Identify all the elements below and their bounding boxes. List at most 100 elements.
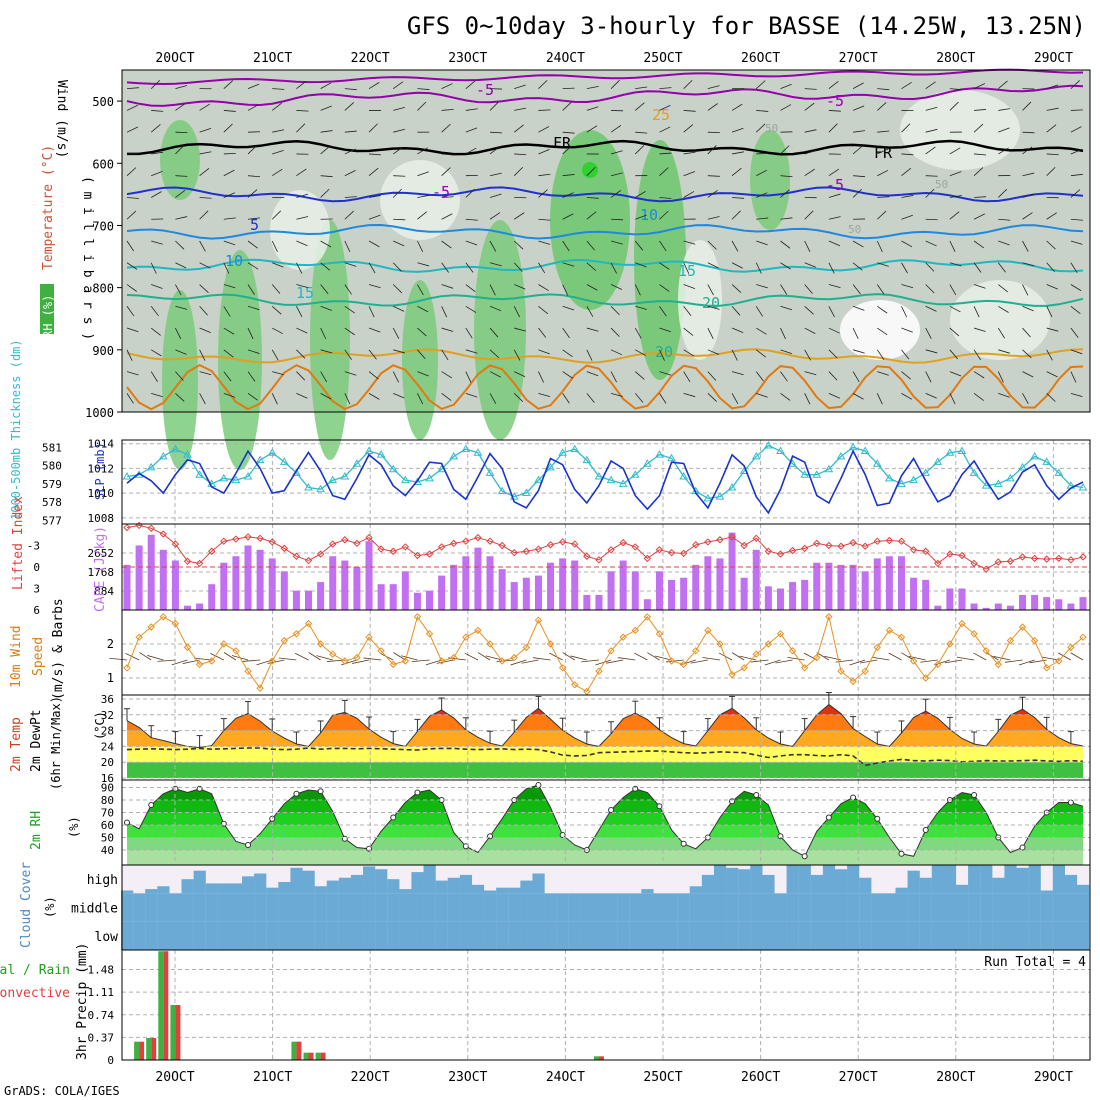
- thickness-point: [558, 448, 568, 456]
- wind-speed-point: [353, 653, 361, 662]
- contour-label: 20: [655, 343, 673, 361]
- cape-bar: [728, 532, 736, 610]
- wind-barb: [756, 192, 768, 198]
- wind-barb: [1046, 84, 1059, 90]
- lifted-index-point: [607, 546, 615, 554]
- cape-bar: [135, 545, 143, 610]
- cloud-middle-bar: [121, 893, 134, 922]
- lifted-index-point: [583, 552, 591, 560]
- date-bottom-label: 22OCT: [351, 1070, 390, 1085]
- wind-barb: [210, 652, 224, 661]
- cloud-low-bar: [435, 921, 448, 950]
- wind-barb: [949, 305, 961, 313]
- wind-barb: [150, 327, 161, 336]
- wind-barb: [683, 110, 696, 112]
- wind-barb: [998, 305, 1009, 313]
- wind-barb: [392, 284, 403, 294]
- wind-barb: [368, 262, 376, 274]
- wind-barb: [1070, 126, 1082, 133]
- thickness-point: [751, 451, 761, 460]
- cloud-high-bar: [847, 865, 860, 894]
- cloud-low-bar: [326, 921, 339, 950]
- cloud-middle-bar: [968, 893, 981, 922]
- cloud-low-bar: [774, 921, 787, 950]
- cloud-high-bar: [1064, 874, 1078, 894]
- wind-barb: [368, 393, 380, 400]
- lifted-index-point: [740, 541, 748, 550]
- lifted-index-point: [643, 554, 652, 563]
- wind-barb: [392, 371, 400, 383]
- thickness-point: [1018, 462, 1027, 471]
- wind-barb: [513, 262, 523, 272]
- wind-barb: [151, 171, 163, 177]
- wind-barb: [828, 392, 841, 399]
- cloud-middle-bar: [157, 893, 170, 922]
- cloud-middle-bar: [883, 893, 896, 922]
- temp-ytick-label: 32: [101, 709, 114, 722]
- wind-barb: [828, 240, 841, 247]
- wind-barb: [175, 240, 185, 250]
- cloud-high-bar: [508, 887, 521, 894]
- cloud-high-bar: [145, 889, 158, 894]
- wind-barb: [247, 262, 259, 270]
- wind-barb: [731, 284, 742, 293]
- wind-speed-point: [135, 633, 143, 641]
- wind-ylabel-a: 10m Wind: [9, 625, 24, 688]
- wind-barb: [538, 126, 550, 133]
- wind-barb: [417, 147, 428, 155]
- lifted-index-point: [595, 556, 603, 564]
- date-top-label: 20OCT: [155, 51, 194, 66]
- lifted-index-point: [1006, 557, 1015, 565]
- wind-barb: [586, 197, 599, 199]
- cloud-middle-bar: [193, 893, 206, 922]
- wind-barb: [441, 327, 454, 332]
- wind-barb: [610, 150, 623, 155]
- thickness-point: [993, 479, 1003, 487]
- wind-speed-point: [1079, 633, 1087, 641]
- cloud-high-bar: [859, 877, 872, 894]
- cape-bar: [522, 577, 530, 610]
- wind-speed-point: [909, 657, 918, 665]
- cape-bar: [341, 560, 349, 610]
- thickness-point: [1006, 473, 1015, 482]
- thickness-point: [667, 453, 676, 462]
- wind-barb: [973, 213, 986, 220]
- contour-label: 5: [250, 216, 259, 234]
- thickness-line: [126, 444, 1084, 500]
- lifted-index-point: [232, 535, 240, 543]
- contour-label: 50: [848, 223, 861, 236]
- wind-barb: [780, 175, 793, 178]
- wind-barb: [513, 306, 520, 318]
- cloud-middle-bar: [423, 893, 436, 922]
- temp-ytick-label: 36: [101, 693, 114, 706]
- cloud-middle-bar: [943, 893, 957, 922]
- wind-barb: [417, 211, 428, 220]
- wind-barb: [175, 103, 186, 111]
- wind-barb: [109, 657, 128, 661]
- cape-bar: [922, 579, 930, 610]
- wind-speed-point: [607, 647, 615, 655]
- wind-barb: [151, 191, 162, 198]
- wind-barb: [659, 306, 667, 317]
- wind-barb: [683, 284, 696, 289]
- wind-barb: [150, 349, 162, 357]
- thickness-point: [340, 472, 350, 480]
- wind-barb: [393, 349, 405, 354]
- wind-barb: [1070, 109, 1083, 111]
- thickness-point: [981, 481, 991, 489]
- wind-barb: [465, 327, 473, 339]
- thickness-point: [388, 464, 398, 473]
- wind-barb: [586, 125, 598, 133]
- cloud-high-bar: [484, 890, 497, 894]
- cloud-low-bar: [1040, 921, 1053, 950]
- cape-bar: [305, 590, 313, 610]
- wind-barb: [139, 652, 152, 661]
- cape-bar: [244, 545, 252, 610]
- cloud-middle-bar: [907, 893, 920, 922]
- cloud-high-bar: [471, 884, 485, 894]
- wind-barb: [998, 80, 1008, 89]
- cloud-middle-bar: [145, 893, 158, 922]
- wind-barb: [780, 145, 790, 155]
- temp-ytick-label: 16: [101, 772, 114, 785]
